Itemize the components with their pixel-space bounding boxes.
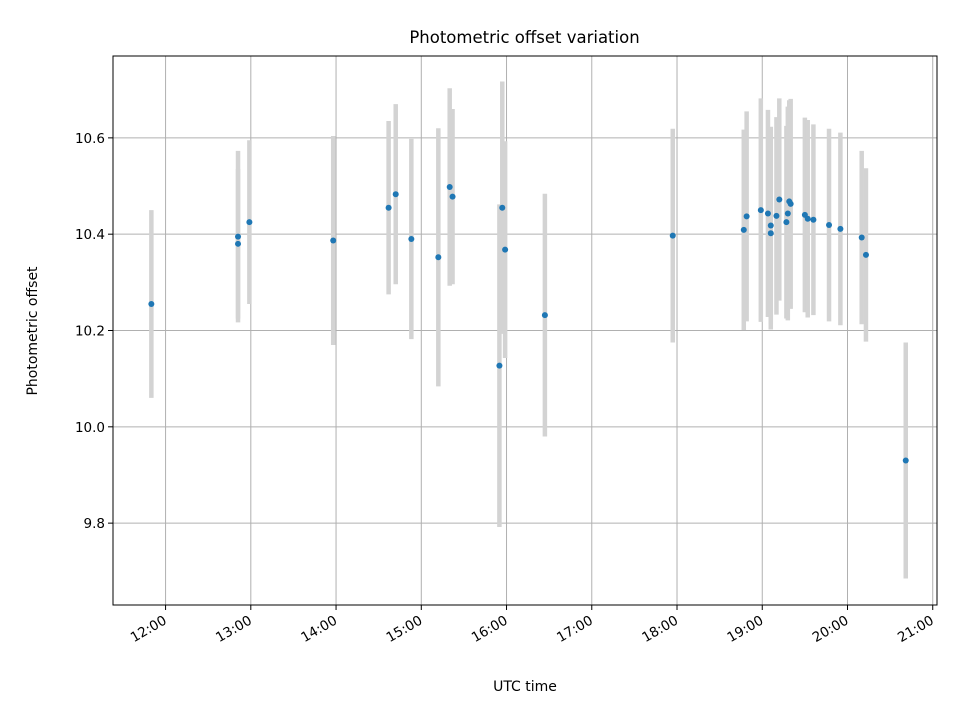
data-point: [392, 191, 399, 198]
data-point: [235, 240, 242, 247]
data-point: [826, 222, 833, 229]
data-point: [235, 233, 242, 240]
y-tick-label: 9.8: [84, 516, 105, 532]
data-point: [767, 222, 774, 229]
y-tick-label: 10.6: [75, 131, 105, 147]
data-point: [408, 236, 415, 242]
y-axis-label: Photometric offset: [25, 266, 41, 396]
data-point: [764, 210, 771, 217]
x-tick-label: 18:00: [639, 613, 681, 646]
x-tick-label: 17:00: [554, 613, 596, 646]
data-point: [502, 246, 509, 253]
data-point: [449, 193, 456, 200]
data-point: [810, 216, 817, 223]
data-point: [862, 251, 869, 258]
data-point: [330, 237, 337, 244]
data-point: [757, 207, 764, 214]
chart-title: Photometric offset variation: [409, 28, 639, 47]
data-point: [541, 312, 548, 319]
data-point: [743, 213, 750, 220]
data-point: [837, 225, 844, 232]
data-point: [669, 232, 676, 239]
x-axis-ticks: 12:00 13:00 14:00 15:00 16:00 17:00 18:00 19:00…: [128, 605, 937, 646]
data-point: [385, 204, 392, 211]
x-tick-label: 20:00: [810, 613, 852, 646]
data-point: [783, 219, 790, 226]
data-point: [499, 204, 506, 211]
data-point: [902, 457, 909, 464]
x-tick-label: 15:00: [384, 613, 426, 646]
data-point: [148, 301, 155, 308]
data-point: [784, 210, 791, 217]
data-point: [767, 230, 774, 237]
x-tick-label: 12:00: [128, 613, 170, 646]
data-point: [246, 219, 253, 226]
data-point: [787, 200, 794, 207]
data-point: [773, 212, 780, 219]
x-axis-label: UTC time: [493, 679, 557, 695]
y-axis-ticks: 9.8 10.0 10.2 10.4 10.6: [75, 131, 113, 532]
x-tick-label: 21:00: [895, 613, 937, 646]
data-points: [148, 183, 909, 464]
data-point: [740, 226, 747, 233]
x-tick-label: 19:00: [725, 613, 767, 646]
x-tick-label: 13:00: [213, 613, 255, 646]
data-point: [496, 362, 503, 369]
data-point: [858, 234, 865, 241]
y-tick-label: 10.4: [75, 227, 105, 243]
data-point: [446, 183, 453, 190]
y-tick-label: 10.0: [75, 420, 105, 436]
data-point: [776, 196, 783, 203]
x-tick-label: 16:00: [469, 613, 511, 646]
data-point: [804, 215, 811, 222]
y-tick-label: 10.2: [75, 324, 105, 340]
data-point: [435, 254, 442, 261]
x-tick-label: 14:00: [298, 613, 340, 646]
